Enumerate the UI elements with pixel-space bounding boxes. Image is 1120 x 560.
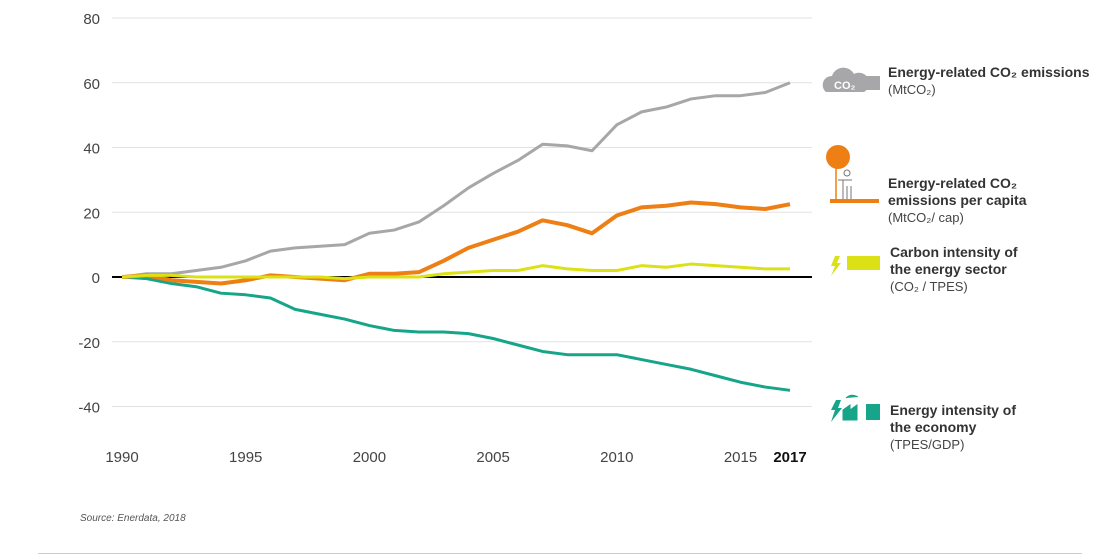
source-note: Source: Enerdata, 2018	[80, 513, 186, 524]
x-tick-label: 2000	[353, 449, 386, 466]
y-tick-label: 20	[83, 205, 100, 222]
svg-text:CO₂: CO₂	[834, 80, 856, 92]
x-tick-label: 2017	[773, 449, 806, 466]
series-line-0	[121, 81, 791, 279]
y-tick-label: -40	[78, 400, 100, 417]
x-tick-label: 2005	[476, 449, 509, 466]
x-tick-label: 1995	[229, 449, 262, 466]
x-tick-label: 2015	[724, 449, 757, 466]
co2-cloud-icon: CO₂	[822, 67, 880, 92]
y-tick-label: -20	[78, 335, 100, 352]
x-tick-label: 1990	[105, 449, 138, 466]
person-balloon-icon	[826, 145, 879, 203]
y-tick-label: 0	[92, 270, 100, 287]
legend-energy-intensity: Energy intensity of the economy (TPES/GDP…	[890, 402, 1017, 452]
legend-co2: Energy-related CO₂ emissions (MtCO₂)	[888, 64, 1090, 97]
series-line-1	[121, 200, 791, 286]
y-tick-label: 60	[83, 76, 100, 93]
y-tick-label: 40	[83, 141, 100, 158]
legend-co2-per-capita: Energy-related CO₂ emissions per capita(…	[888, 175, 1027, 225]
x-tick-label: 2010	[600, 449, 633, 466]
lightning-icon	[831, 256, 880, 276]
factory-lightning-icon	[831, 394, 880, 422]
series-line-2	[121, 262, 790, 281]
divider	[38, 553, 1082, 554]
legend-carbon-intensity: Carbon intensity of the energy sector (CO…	[890, 244, 1018, 294]
series-line-3	[121, 275, 791, 392]
y-tick-label: 80	[83, 11, 100, 28]
